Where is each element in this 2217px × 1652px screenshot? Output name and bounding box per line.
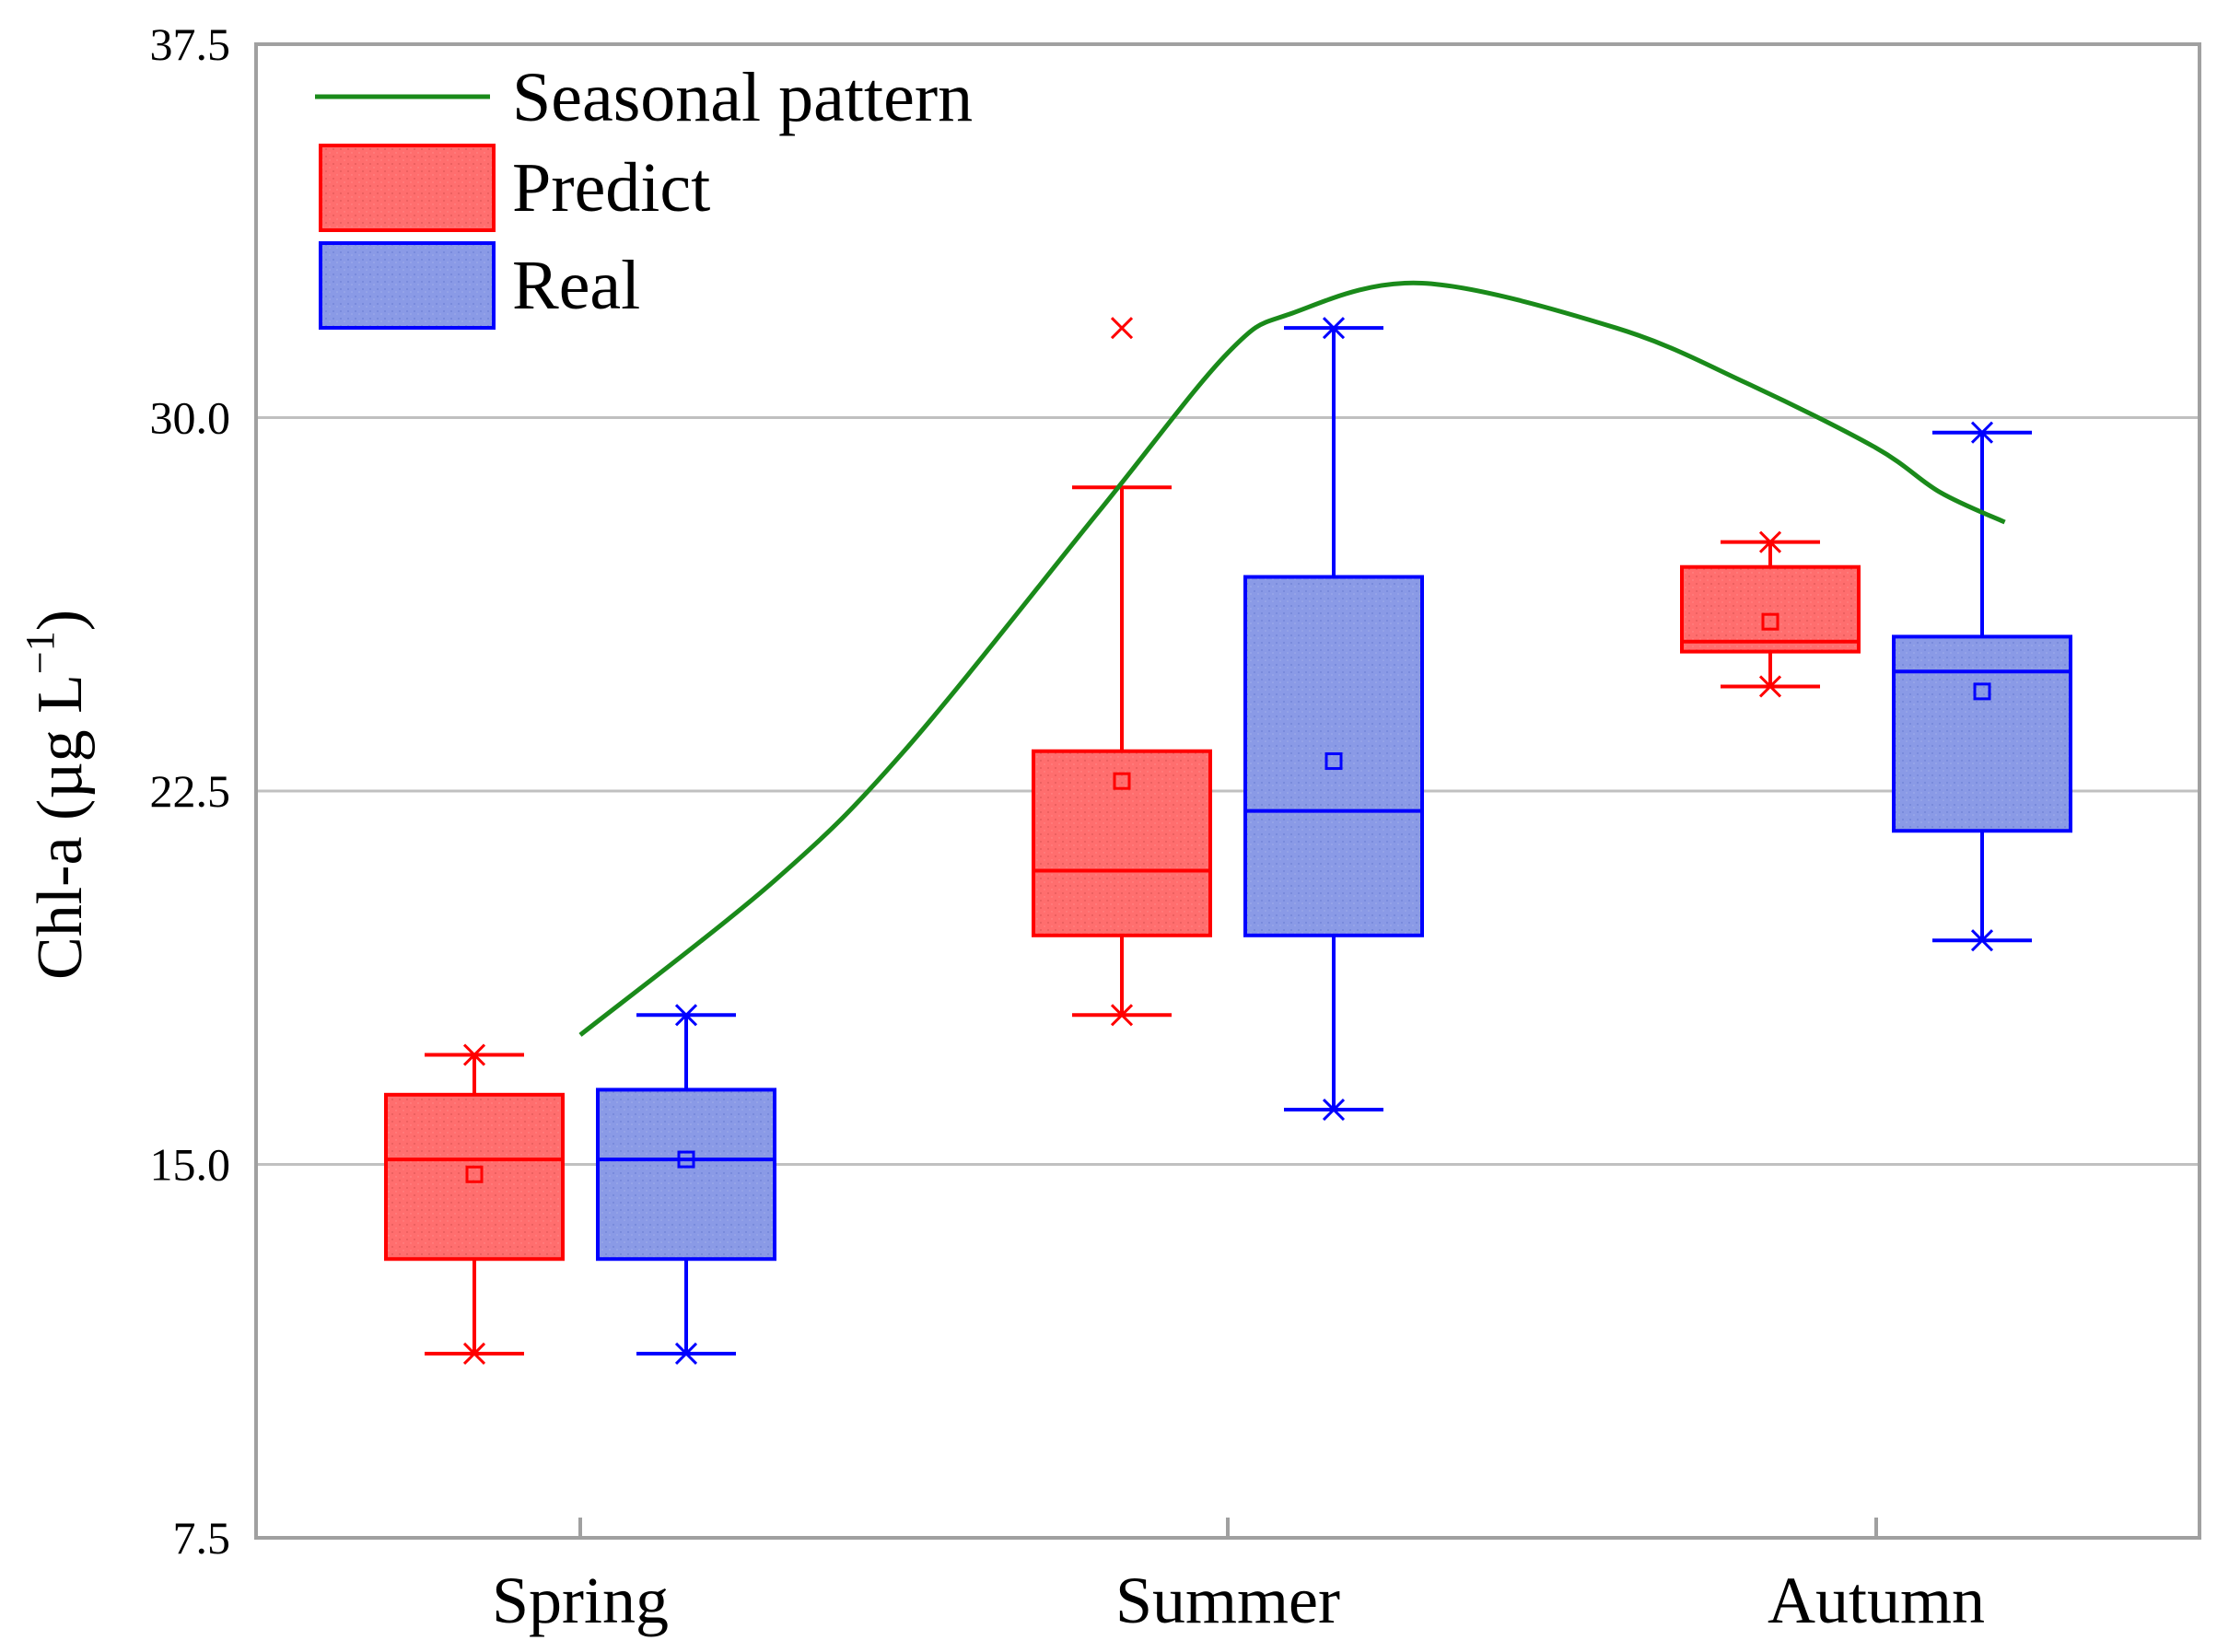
y-tick-label: 22.5 bbox=[150, 765, 231, 817]
legend: Seasonal pattern Predict Real bbox=[315, 59, 973, 330]
x-tick-label: Spring bbox=[492, 1564, 669, 1637]
legend-label-real: Real bbox=[512, 247, 640, 324]
box-body bbox=[1680, 564, 1861, 654]
x-axis: Spring Summer Autumn bbox=[492, 1518, 1985, 1637]
x-tick-label: Summer bbox=[1115, 1564, 1340, 1637]
min-marker bbox=[1970, 929, 1994, 952]
mean-marker bbox=[1324, 752, 1343, 771]
marker-stroke bbox=[1970, 929, 1994, 952]
mean-marker bbox=[677, 1150, 695, 1169]
marker-stroke bbox=[674, 1004, 698, 1027]
mean-marker bbox=[1761, 612, 1779, 631]
box-body bbox=[596, 1088, 776, 1262]
box-real-autumn bbox=[1892, 421, 2072, 952]
marker-stroke bbox=[1758, 675, 1782, 698]
box-predict-spring bbox=[384, 1043, 565, 1366]
min-marker bbox=[462, 1342, 486, 1366]
marker-stroke bbox=[1322, 1098, 1346, 1122]
legend-swatch-predict bbox=[319, 144, 496, 232]
mean-marker bbox=[1113, 772, 1131, 790]
legend-label-predict: Predict bbox=[512, 149, 710, 227]
min-marker bbox=[674, 1342, 698, 1366]
box-predict-autumn bbox=[1680, 530, 1861, 698]
y-axis-label-superscript: −1 bbox=[18, 631, 63, 674]
box-real-spring bbox=[596, 1004, 776, 1366]
box-series bbox=[384, 317, 2072, 1366]
y-tick-label: 30.0 bbox=[150, 392, 231, 444]
marker-stroke bbox=[1110, 317, 1134, 340]
seasonal-pattern-line bbox=[578, 280, 2006, 1037]
y-tick-label: 37.5 bbox=[150, 18, 231, 70]
seasonal-pattern-series bbox=[578, 280, 2006, 1037]
legend-swatch-real bbox=[319, 241, 496, 330]
marker-stroke bbox=[462, 1342, 486, 1366]
max-marker bbox=[462, 1043, 486, 1066]
mean-marker bbox=[465, 1165, 484, 1183]
max-marker bbox=[1110, 317, 1134, 340]
marker-stroke bbox=[1970, 421, 1994, 444]
box-body bbox=[384, 1092, 565, 1262]
gridlines bbox=[256, 416, 2199, 1166]
legend-label-seasonal-pattern: Seasonal pattern bbox=[512, 59, 973, 136]
y-tick-label: 15.0 bbox=[150, 1139, 231, 1191]
marker-stroke bbox=[462, 1043, 486, 1066]
plot-frame bbox=[254, 42, 2201, 1540]
max-marker bbox=[1758, 530, 1782, 553]
y-axis-label: Chl-a (µg L−1) bbox=[18, 610, 96, 980]
box-real-summer bbox=[1243, 317, 1424, 1122]
y-axis-label-main: Chl-a (µg L bbox=[25, 674, 96, 980]
marker-stroke bbox=[674, 1342, 698, 1366]
box-body bbox=[1032, 749, 1212, 937]
y-tick-label: 7.5 bbox=[173, 1512, 231, 1564]
y-axis: 7.5 15.0 22.5 30.0 37.5 bbox=[150, 18, 231, 1564]
min-marker bbox=[1110, 1004, 1134, 1027]
marker-stroke bbox=[1758, 530, 1782, 553]
box-predict-summer bbox=[1032, 317, 1212, 1027]
box-body bbox=[1892, 634, 2072, 833]
y-axis-label-close: ) bbox=[25, 610, 96, 631]
marker-stroke bbox=[1322, 317, 1346, 340]
max-marker bbox=[1970, 421, 1994, 444]
x-tick-label: Autumn bbox=[1768, 1564, 1985, 1637]
max-marker bbox=[1322, 317, 1346, 340]
max-marker bbox=[674, 1004, 698, 1027]
mean-marker bbox=[1973, 682, 1991, 701]
min-marker bbox=[1758, 675, 1782, 698]
min-marker bbox=[1322, 1098, 1346, 1122]
box-body bbox=[1243, 575, 1424, 937]
marker-stroke bbox=[1110, 1004, 1134, 1027]
